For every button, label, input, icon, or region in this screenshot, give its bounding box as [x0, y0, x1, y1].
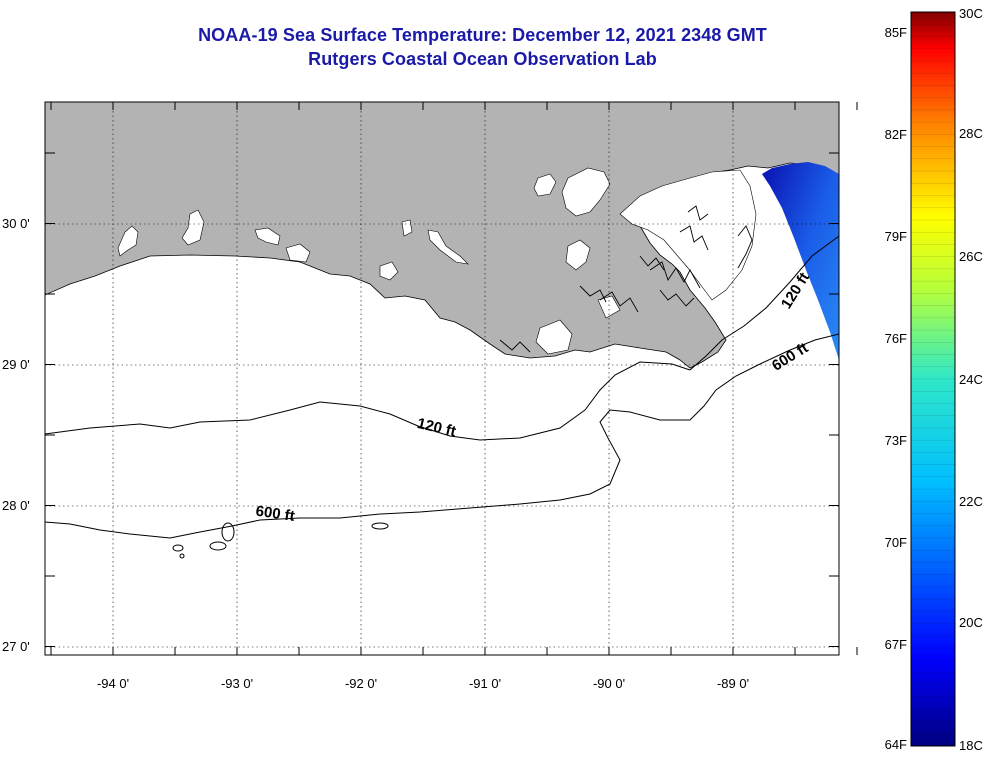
isobaths [45, 235, 839, 559]
scale-64f: 64F [885, 737, 907, 752]
lat-label-30: 30 0' [2, 216, 30, 231]
scale-79f: 79F [885, 229, 907, 244]
isobath-120-west [45, 361, 691, 441]
grid-lines [45, 102, 839, 655]
scale-76f: 76F [885, 331, 907, 346]
scale-82f: 82F [885, 127, 907, 142]
map-subtitle: Rutgers Coastal Ocean Observation Lab [308, 49, 657, 69]
contour-label-600-west: 600 ft [255, 503, 296, 525]
fahrenheit-scale: 85F 82F 79F 76F 73F 70F 67F 64F [885, 25, 907, 752]
isobath-600-west [45, 333, 839, 539]
scale-85f: 85F [885, 25, 907, 40]
axis-ticks [45, 102, 858, 655]
plot-frame [44, 101, 840, 656]
scale-26c: 26C [959, 249, 983, 264]
scale-28c: 28C [959, 126, 983, 141]
scale-22c: 22C [959, 494, 983, 509]
lon-label-94: -94 0' [97, 676, 129, 691]
scale-67f: 67F [885, 637, 907, 652]
isobath-120-east [689, 235, 839, 371]
scale-20c: 20C [959, 615, 983, 630]
sst-swath [762, 162, 839, 360]
scale-30c: 30C [959, 6, 983, 21]
lat-label-27: 27 0' [2, 639, 30, 654]
scale-70f: 70F [885, 535, 907, 550]
celsius-scale: 30C 28C 26C 24C 22C 20C 18C [959, 6, 983, 753]
scale-24c: 24C [959, 372, 983, 387]
lon-label-91: -91 0' [469, 676, 501, 691]
lat-label-29: 29 0' [2, 357, 30, 372]
map-title: NOAA-19 Sea Surface Temperature: Decembe… [198, 25, 767, 45]
lat-label-28: 28 0' [2, 498, 30, 513]
temperature-colorbar: 85F 82F 79F 76F 73F 70F 67F 64F 30C 28C … [885, 6, 983, 753]
lon-label-89: -89 0' [717, 676, 749, 691]
lon-label-92: -92 0' [345, 676, 377, 691]
scale-18c: 18C [959, 738, 983, 753]
lon-label-90: -90 0' [593, 676, 625, 691]
marsh-texture [499, 205, 753, 353]
latitude-labels: 30 0' 29 0' 28 0' 27 0' [2, 216, 30, 654]
colorbar-gradient [910, 11, 956, 747]
lon-label-93: -93 0' [221, 676, 253, 691]
longitude-labels: -94 0' -93 0' -92 0' -91 0' -90 0' -89 0… [97, 676, 749, 691]
lakes [117, 167, 757, 355]
scale-73f: 73F [885, 433, 907, 448]
